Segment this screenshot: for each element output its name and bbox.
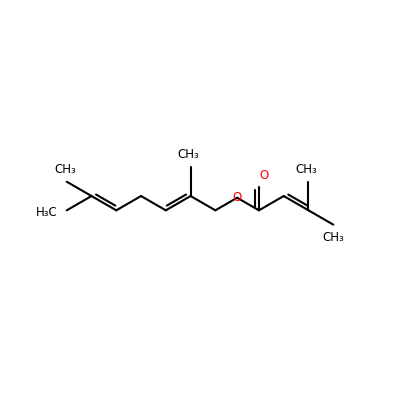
Text: CH₃: CH₃ — [322, 231, 344, 244]
Text: CH₃: CH₃ — [296, 162, 317, 176]
Text: O: O — [259, 169, 268, 182]
Text: CH₃: CH₃ — [54, 162, 76, 176]
Text: O: O — [232, 191, 242, 204]
Text: CH₃: CH₃ — [178, 148, 200, 161]
Text: H₃C: H₃C — [36, 206, 58, 219]
